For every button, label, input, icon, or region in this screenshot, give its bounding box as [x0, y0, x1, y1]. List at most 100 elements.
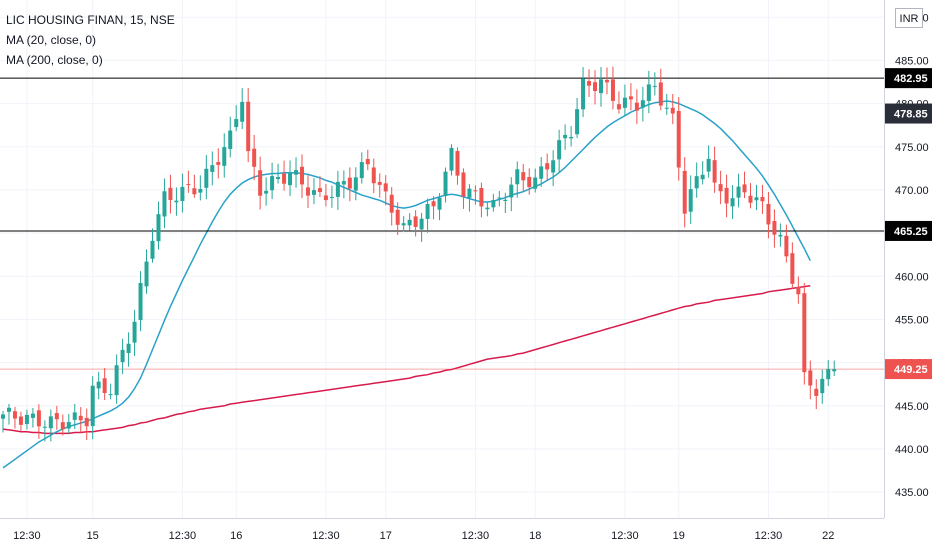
candle-body — [521, 172, 526, 181]
candle-body — [144, 261, 149, 287]
candle-body — [305, 187, 310, 196]
candle-body — [563, 134, 568, 139]
price-tick-label: 455.00 — [895, 314, 929, 326]
candle-body — [138, 282, 143, 321]
candle-body — [545, 163, 550, 170]
candle-body — [515, 169, 520, 185]
candle-body — [216, 162, 221, 165]
candle-body — [198, 188, 203, 193]
ma20-price-label-bg — [885, 103, 932, 124]
candle-body — [581, 78, 586, 110]
price-tick-label: 485.00 — [895, 55, 929, 67]
candle-body — [371, 167, 376, 184]
price-tick-label: 470.00 — [895, 185, 929, 197]
candle-body — [497, 197, 502, 199]
candle-body — [24, 414, 29, 425]
candle-body — [610, 79, 615, 101]
candle-body — [234, 119, 239, 128]
price-tick-label: 445.00 — [895, 401, 929, 413]
candle-body — [48, 416, 53, 429]
candle-body — [712, 160, 717, 183]
candle-body — [419, 218, 424, 230]
candle-body — [796, 287, 801, 295]
candle-body — [539, 166, 544, 179]
candle-body — [491, 200, 496, 208]
candle-body — [60, 422, 65, 430]
time-tick-label: 12:30 — [462, 530, 490, 542]
candle-body — [365, 159, 370, 165]
candle-body — [634, 102, 639, 111]
candle-body — [210, 165, 215, 172]
candle-body — [509, 184, 514, 198]
candle-body — [706, 158, 711, 172]
candle-body — [66, 422, 71, 429]
candlesticks — [1, 66, 837, 442]
hline-price-label-bg — [885, 220, 932, 241]
candle-body — [533, 177, 538, 189]
hline-price-label: 482.95 — [894, 73, 928, 85]
candle-body — [120, 349, 125, 363]
candle-body — [258, 170, 263, 196]
candle-body — [78, 415, 83, 421]
candle-body — [425, 203, 430, 219]
time-tick-label: 12:30 — [169, 530, 197, 542]
time-tick-label: 12:30 — [755, 530, 783, 542]
horizontal-lines — [0, 77, 884, 370]
candle-body — [168, 187, 173, 200]
candle-body — [473, 190, 478, 192]
candle-body — [1, 414, 5, 419]
last-price-label-bg — [885, 359, 932, 380]
candle-body — [790, 253, 795, 284]
candle-body — [150, 240, 155, 259]
candle-body — [485, 207, 490, 210]
candle-body — [413, 216, 418, 227]
ma200-legend[interactable]: MA (200, close, 0) — [6, 53, 103, 67]
candle-body — [72, 412, 77, 420]
candle-body — [228, 130, 233, 149]
candle-body — [401, 223, 406, 226]
chart-legend: LIC HOUSING FINAN, 15, NSE MA (20, close… — [6, 10, 175, 70]
time-tick-label: 12:30 — [13, 530, 41, 542]
candle-body — [772, 221, 777, 235]
candle-body — [569, 136, 574, 139]
candle-body — [186, 184, 191, 186]
candle-body — [335, 181, 340, 197]
candle-body — [174, 200, 179, 203]
ma200-line — [2, 285, 811, 435]
candle-body — [317, 188, 322, 193]
time-tick-label: 19 — [673, 530, 685, 542]
candle-body — [84, 417, 89, 427]
time-tick-label: 12:30 — [611, 530, 639, 542]
candle-body — [288, 173, 293, 186]
candle-body — [646, 84, 651, 101]
candle-body — [282, 173, 287, 184]
candle-body — [347, 177, 352, 189]
candle-body — [748, 195, 753, 203]
symbol-title[interactable]: LIC HOUSING FINAN, 15, NSE — [6, 13, 175, 27]
candle-body — [276, 176, 281, 180]
price-tick-label: 435.00 — [895, 487, 929, 499]
candle-body — [658, 82, 663, 106]
candle-body — [467, 188, 472, 198]
candle-body — [599, 79, 603, 94]
candle-body — [736, 186, 741, 198]
last-price-label: 449.25 — [894, 364, 928, 376]
candle-body — [329, 196, 334, 198]
ma20-price-label: 478.85 — [894, 109, 928, 121]
candle-body — [682, 170, 687, 214]
currency-button[interactable]: INR — [895, 8, 923, 28]
candle-body — [640, 100, 645, 108]
ma20-legend[interactable]: MA (20, close, 0) — [6, 33, 97, 47]
hline-price-label: 465.25 — [894, 226, 928, 238]
candle-body — [90, 385, 95, 427]
candle-body — [688, 189, 693, 212]
candle-body — [132, 321, 137, 343]
candle-body — [826, 368, 831, 380]
time-tick-label: 22 — [822, 530, 834, 542]
candle-body — [42, 426, 47, 428]
candle-body — [18, 416, 23, 425]
candle-body — [437, 197, 442, 210]
candle-body — [652, 85, 657, 87]
candle-body — [832, 369, 837, 372]
